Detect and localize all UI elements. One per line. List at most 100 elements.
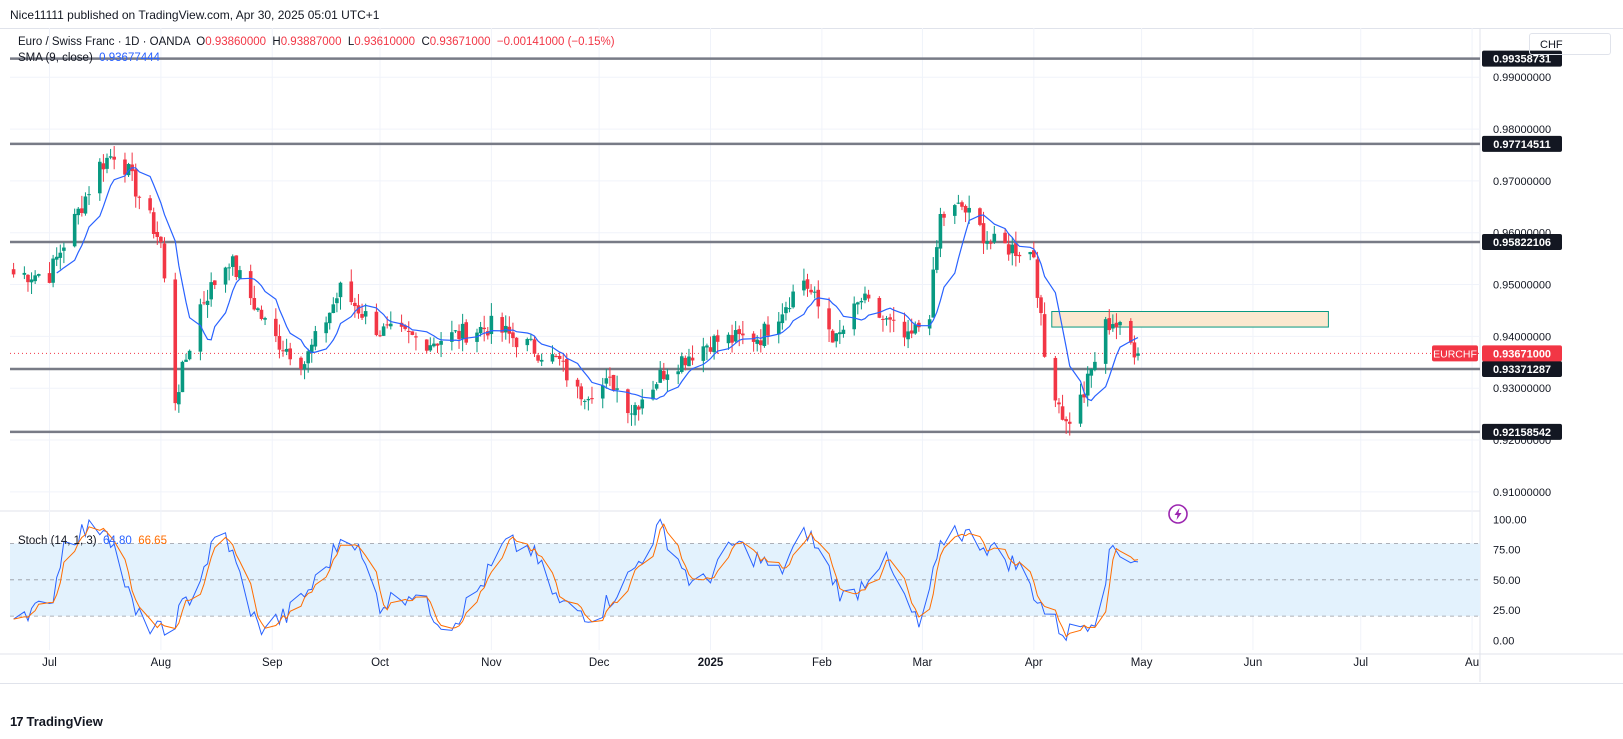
candle-body: [1032, 250, 1036, 258]
open-value: 0.93860000: [205, 36, 267, 48]
candle-body: [62, 247, 66, 251]
candle-body: [909, 330, 914, 334]
symbol-legend[interactable]: Euro / Swiss Franc · 1D · OANDA O0.93860…: [18, 34, 615, 66]
candle-body: [187, 350, 192, 360]
candle-body: [762, 323, 767, 347]
candle-body: [98, 161, 102, 194]
candle-body: [1060, 406, 1065, 420]
candle-body: [938, 214, 943, 249]
price-tick-label: 0.97000000: [1493, 176, 1551, 188]
candle-body: [155, 232, 160, 237]
price-tick-label: 0.91000000: [1493, 487, 1551, 499]
candle-body: [256, 308, 260, 311]
open-label: O: [196, 36, 206, 48]
time-tick-label: Aug: [151, 657, 171, 669]
candle-body: [705, 345, 709, 348]
candle-body: [514, 337, 519, 348]
stoch-legend[interactable]: Stoch (14, 1, 3) 64.80 66.65: [18, 535, 167, 547]
candle-body: [26, 274, 30, 283]
candle-body: [453, 330, 458, 332]
candle-body: [525, 339, 530, 346]
candle-body: [478, 326, 483, 334]
candle-body: [33, 275, 37, 282]
sma-value: 0.93677444: [99, 52, 160, 64]
candle-body: [690, 357, 695, 361]
candle-body: [1028, 252, 1033, 255]
candle-body: [403, 325, 407, 329]
currency-button[interactable]: CHF: [1529, 33, 1611, 55]
level-tag: 0.99358731: [1493, 54, 1551, 66]
candle-body: [284, 348, 289, 352]
candle-body: [80, 208, 84, 213]
level-tag-bg: [1482, 423, 1562, 440]
candle-body: [281, 350, 285, 352]
candle-body: [636, 406, 641, 410]
candle-body: [58, 252, 63, 258]
candle-body: [353, 302, 357, 307]
candle-body: [72, 213, 77, 247]
last-price-tag-bg: [1482, 345, 1562, 362]
candle-body: [313, 331, 318, 347]
candle-body: [913, 324, 918, 334]
candle-body: [439, 341, 443, 345]
symbol-title: Euro / Swiss Franc · 1D · OANDA: [18, 36, 190, 48]
time-tick-label: Dec: [589, 657, 610, 669]
candle-body: [148, 198, 152, 211]
candle-body: [277, 336, 282, 350]
stoch-k-line: [13, 518, 1139, 642]
stoch-k-value: 64.80: [103, 535, 132, 547]
candle-body: [557, 355, 562, 359]
y-axis-labels: 0.990000000.980000000.970000000.96000000…: [1493, 72, 1551, 647]
candle-body: [460, 323, 465, 339]
time-tick-label: 2025: [698, 657, 724, 669]
candle-body: [1136, 353, 1140, 356]
candle-body: [766, 324, 770, 336]
candle-body: [1132, 342, 1137, 358]
candle-body: [662, 370, 666, 380]
candle-body: [464, 322, 469, 343]
price-tick-label: 0.95000000: [1493, 280, 1551, 292]
candle-body: [888, 317, 892, 320]
time-tick-label: Jul: [1353, 657, 1368, 669]
candle-body: [338, 282, 343, 298]
candle-body: [956, 202, 961, 204]
lightning-icon[interactable]: [1168, 504, 1188, 524]
candle-body: [388, 323, 393, 327]
candle-body: [223, 267, 228, 285]
price-tick-label: 0.99000000: [1493, 72, 1551, 84]
candle-body: [234, 255, 239, 278]
candle-body: [988, 242, 993, 244]
sma-line: [56, 167, 1139, 402]
candle-body: [1118, 321, 1122, 326]
candle-body: [1006, 244, 1011, 255]
candle-body: [550, 354, 555, 362]
candle-body: [227, 267, 231, 269]
candle-body: [676, 371, 680, 375]
candle-body: [331, 304, 336, 314]
level-tag: 0.92158542: [1493, 427, 1551, 439]
low-value: 0.93610000: [354, 36, 416, 48]
candle-body: [834, 333, 839, 342]
candle-body: [309, 344, 314, 353]
tradingview-footer[interactable]: 17 TradingView: [10, 714, 103, 729]
candle-body: [651, 389, 655, 400]
candle-body: [859, 300, 864, 303]
high-value: 0.93887000: [280, 36, 342, 48]
sma-label: SMA (9, close): [18, 52, 93, 64]
candle-body: [87, 194, 91, 196]
stoch-tick-label: 100.00: [1493, 514, 1527, 526]
sma-9-line: [56, 167, 1139, 402]
candle-body: [180, 361, 185, 393]
demand-zone-box: [1051, 310, 1329, 328]
candle-body: [1057, 402, 1061, 405]
candle-body: [931, 269, 936, 318]
symbol-tag: EURCHF: [1433, 348, 1477, 360]
candle-body: [683, 357, 688, 366]
candle-body: [173, 279, 178, 404]
candle-body: [356, 305, 361, 314]
candle-body: [741, 333, 745, 336]
tradingview-brand: TradingView: [26, 714, 103, 729]
candle-body: [582, 400, 587, 402]
candle-body: [992, 233, 997, 243]
